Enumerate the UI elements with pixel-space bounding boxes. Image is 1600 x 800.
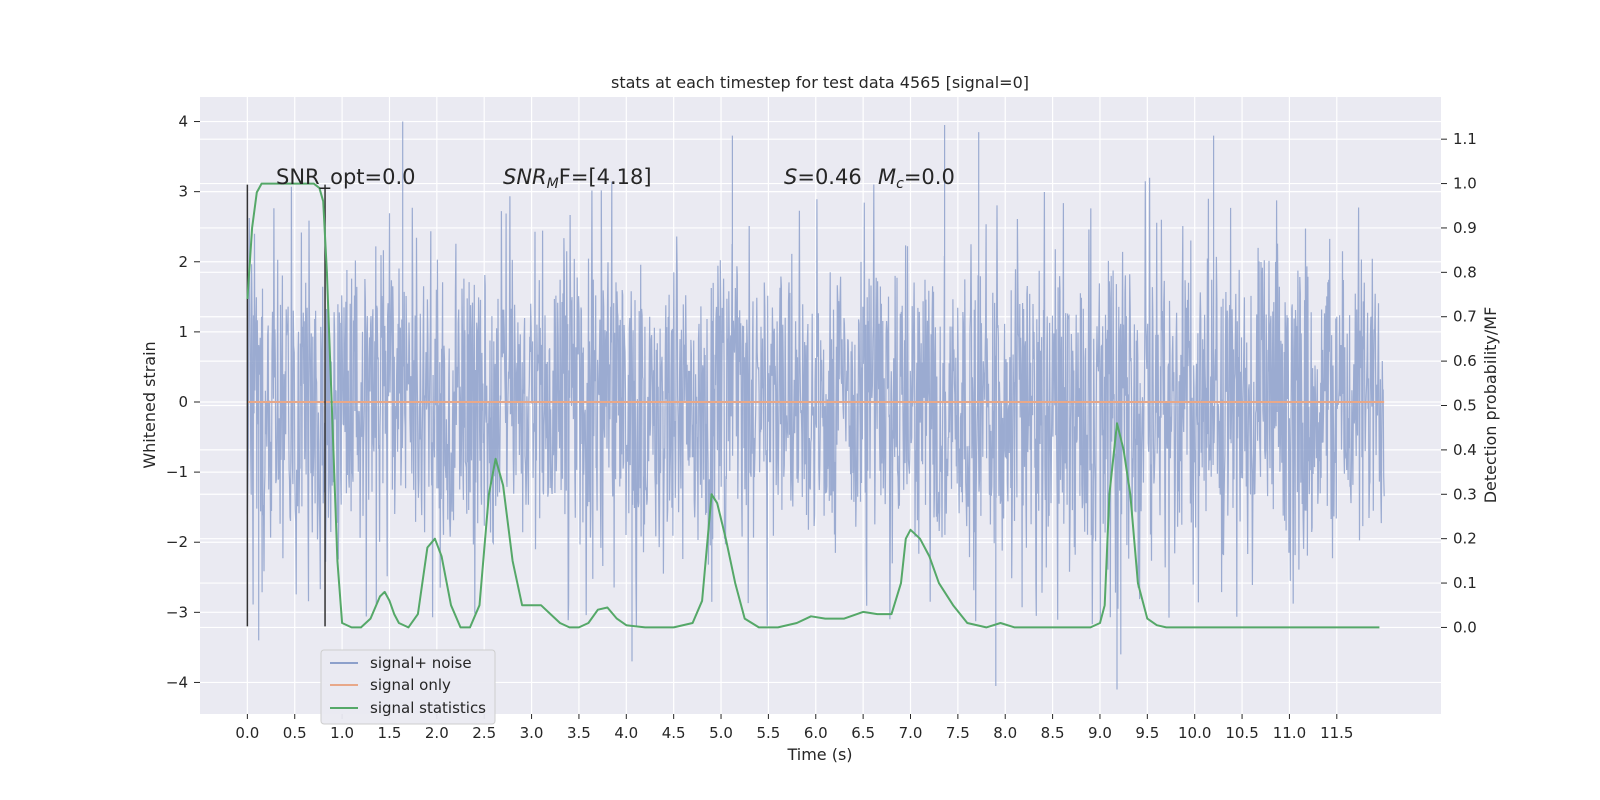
x-tick-label: 10.0 (1178, 724, 1211, 742)
y-right-tick-label: 0.8 (1453, 263, 1477, 281)
annotation-s: S=0.46 (784, 165, 862, 189)
x-tick-label: 7.0 (899, 724, 923, 742)
x-tick-label: 3.0 (520, 724, 544, 742)
y-left-tick-label: 1 (178, 323, 188, 341)
annotation-mc-sub: c (896, 176, 904, 192)
y-left-tick-label: −1 (166, 463, 188, 481)
y-right-tick-label: 0.4 (1453, 441, 1477, 459)
y-left-tick-label: 3 (178, 183, 188, 201)
chart-title: stats at each timestep for test data 456… (611, 73, 1029, 92)
y-axis-label-left: Whitened strain (140, 341, 159, 468)
y-right-tick-label: 0.9 (1453, 219, 1477, 237)
x-tick-label: 5.0 (709, 724, 733, 742)
legend-label-signal-noise: signal+ noise (370, 654, 472, 672)
x-tick-label: 8.0 (993, 724, 1017, 742)
legend-label-signal-only: signal only (370, 676, 451, 694)
x-tick-label: 9.0 (1088, 724, 1112, 742)
x-tick-label: 0.5 (283, 724, 307, 742)
x-tick-label: 1.0 (330, 724, 354, 742)
annotation-mc: Mc=0.0 (878, 165, 955, 192)
x-tick-label: 9.5 (1135, 724, 1159, 742)
y-right-tick-label: 1.1 (1453, 130, 1477, 148)
y-left-tick-label: −3 (166, 603, 188, 621)
annotation-snr-mf: SNRMF=[4.18] (503, 165, 652, 192)
x-tick-label: 2.0 (425, 724, 449, 742)
x-tick-label: 11.5 (1320, 724, 1353, 742)
series-signal-statistics (246, 182, 1380, 629)
x-tick-label: 1.5 (378, 724, 402, 742)
y-left-tick-label: 2 (178, 253, 188, 271)
annotation-s-main: S (784, 165, 797, 189)
y-left-tick-label: −4 (166, 673, 188, 691)
plot-area (246, 121, 1385, 690)
y-right-tick-label: 0.2 (1453, 530, 1477, 548)
x-tick-label: 4.5 (662, 724, 686, 742)
x-tick-label: 2.5 (472, 724, 496, 742)
x-tick-label: 3.5 (567, 724, 591, 742)
series-signal-noise (246, 121, 1385, 690)
annotation-snr-mf-main: SNR (503, 165, 547, 189)
y-right-tick-label: 0.5 (1453, 397, 1477, 415)
y-right-tick-label: 0.6 (1453, 352, 1477, 370)
y-right-tick-label: 0.0 (1453, 618, 1477, 636)
y-axis-label-right: Detection probability/MF (1481, 307, 1500, 504)
x-tick-label: 0.0 (235, 724, 259, 742)
y-right-tick-label: 0.1 (1453, 574, 1477, 592)
annotation-mc-main: M (878, 165, 896, 189)
x-tick-label: 6.0 (804, 724, 828, 742)
annotation-snr-opt: SNR_opt=0.0 (276, 165, 416, 190)
x-tick-label: 5.5 (756, 724, 780, 742)
x-tick-label: 6.5 (851, 724, 875, 742)
x-tick-label: 7.5 (946, 724, 970, 742)
y-left-tick-label: −2 (166, 533, 188, 551)
annotation-mc-rest: =0.0 (904, 165, 955, 189)
x-tick-label: 8.5 (1041, 724, 1065, 742)
y-left-tick-label: 4 (178, 113, 188, 131)
y-left-tick-label: 0 (178, 393, 188, 411)
annotation-s-rest: =0.46 (797, 165, 861, 189)
y-right-tick-label: 0.7 (1453, 308, 1477, 326)
x-tick-label: 4.0 (614, 724, 638, 742)
legend-label-signal-statistics: signal statistics (370, 699, 486, 717)
x-axis-label: Time (s) (786, 745, 852, 764)
y-right-tick-label: 0.3 (1453, 485, 1477, 503)
x-tick-label: 10.5 (1225, 724, 1258, 742)
legend: signal+ noise signal only signal statist… (320, 649, 496, 725)
legend-box (320, 649, 496, 725)
annotation-snr-mf-sub: M (547, 176, 559, 192)
x-tick-label: 11.0 (1273, 724, 1306, 742)
axes: 0.0 0.5 1.0 1.5 2.0 2.5 3.0 3.5 4.0 4.5 5.0 5.5 6.0 6… (166, 113, 1477, 742)
annotation-snr-mf-rest: F=[4.18] (559, 165, 652, 189)
y-right-tick-label: 1.0 (1453, 175, 1477, 193)
